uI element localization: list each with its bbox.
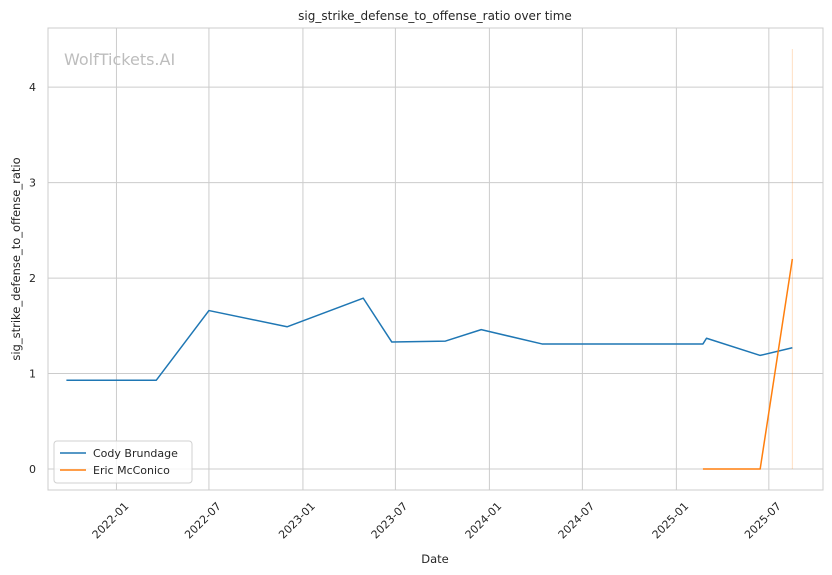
- y-tick-label: 3: [29, 177, 36, 190]
- legend-items: Cody Brundage Eric McConico: [60, 447, 178, 477]
- y-tick-label: 1: [29, 368, 36, 381]
- legend-label: Eric McConico: [93, 464, 170, 477]
- plot-frame: [47, 27, 824, 491]
- y-axis-label: sig_strike_defense_to_offense_ratio: [9, 157, 23, 360]
- legend-box: [53, 440, 193, 484]
- y-tick-label: 4: [29, 81, 36, 94]
- chart-title: sig_strike_defense_to_offense_ratio over…: [298, 9, 572, 23]
- series-line-eric-mcconico: [702, 258, 794, 470]
- grid: [48, 28, 823, 490]
- legend-label: Cody Brundage: [93, 447, 178, 460]
- x-axis-label: Date: [421, 552, 449, 566]
- series-line-cody-brundage: [66, 297, 793, 381]
- y-tick-label: 2: [29, 272, 36, 285]
- y-tick-label: 0: [29, 463, 36, 476]
- series-layer: [66, 49, 794, 470]
- legend: Cody Brundage Eric McConico: [53, 440, 193, 484]
- watermark: WolfTickets.AI: [64, 50, 175, 69]
- y-axis-ticks: 0 1 2 3 4: [29, 81, 36, 476]
